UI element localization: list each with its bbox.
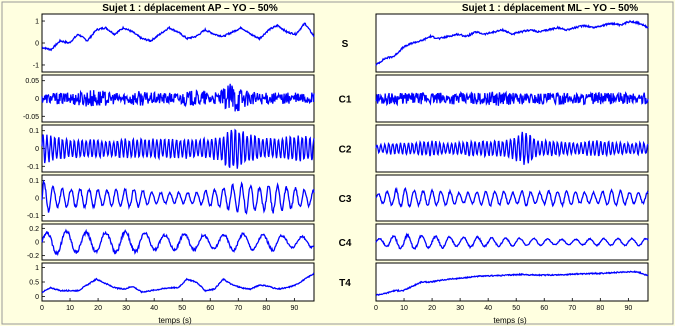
y-tick-label: 0 (35, 41, 39, 48)
title-right: Sujet 1 : déplacement ML – YO – 50% (462, 3, 638, 14)
series-line-AP (41, 128, 315, 169)
subplot-grid: S10-1C10.050-0.05C20.10-0.1C30.10-0.1C40… (23, 13, 649, 312)
series-line-ML (375, 186, 649, 209)
x-tick-label: 90 (624, 305, 632, 312)
x-tick-label: 50 (178, 305, 186, 312)
y-tick-label: -0.05 (23, 114, 39, 121)
subplot-C4-ap: 0.2 0 -0.2 (27, 223, 315, 261)
y-tick-label: 0.5 (29, 280, 39, 287)
y-tick-label: 0.05 (25, 78, 39, 85)
subplot-S-ml (375, 13, 649, 73)
y-tick-label: -1 (33, 62, 39, 69)
series-line-AP (41, 22, 315, 52)
x-tick-label: 70 (234, 305, 242, 312)
plot-area (375, 13, 649, 73)
series-line-ML (375, 232, 649, 250)
series-line-AP (41, 228, 315, 257)
x-tick-label: 90 (290, 305, 298, 312)
series-line-ML (375, 90, 649, 107)
y-tick-label: 0 (35, 240, 39, 247)
series-line-AP (41, 83, 315, 112)
subplot-T4-ap: 1 0.5 00 10 20 30 40 50 60 70 80 90 (29, 262, 315, 312)
y-tick-label: 0.1 (29, 128, 39, 135)
row-label-T4: T4 (339, 278, 351, 289)
series-line-AP (41, 179, 315, 215)
y-tick-label: 0 (35, 196, 39, 203)
y-tick-label: -0.2 (27, 253, 39, 260)
y-tick-label: 1 (35, 265, 39, 272)
xlabel-right: temps (s) (493, 316, 527, 325)
subplot-C2-ap: 0.1 0 -0.1 (27, 124, 315, 173)
plot-area (41, 262, 315, 302)
subplot-T4-ml: 0 10 20 30 40 50 60 70 80 90 (374, 262, 649, 312)
xlabel-left: temps (s) (158, 316, 192, 325)
row-label-C3: C3 (339, 194, 352, 205)
series-line-ML (375, 270, 649, 296)
x-tick-label: 50 (512, 305, 520, 312)
subplot-C1-ml (375, 74, 649, 123)
x-tick-label: 10 (400, 305, 408, 312)
title-left: Sujet 1 : déplacement AP – YO – 50% (102, 3, 278, 14)
row-label-C4: C4 (339, 238, 352, 249)
series-line-ML (375, 19, 649, 66)
x-tick-label: 40 (484, 305, 492, 312)
x-tick-label: 80 (262, 305, 270, 312)
plot-area (41, 223, 315, 261)
y-tick-label: 0.2 (29, 226, 39, 233)
y-tick-label: 0 (35, 146, 39, 153)
series-line-AP (41, 272, 315, 294)
x-tick-label: 20 (428, 305, 436, 312)
x-tick-label: 60 (206, 305, 214, 312)
subplot-C3-ap: 0.1 0 -0.1 (27, 174, 315, 222)
x-tick-label: 10 (66, 305, 74, 312)
subplot-C2-ml (375, 124, 649, 173)
plot-area (41, 13, 315, 73)
x-tick-label: 20 (94, 305, 102, 312)
series-line-ML (375, 131, 649, 165)
x-tick-label: 0 (374, 305, 378, 312)
x-tick-label: 30 (122, 305, 130, 312)
subplot-S-ap: 1 0 -1 (33, 13, 315, 73)
x-tick-label: 60 (540, 305, 548, 312)
x-tick-label: 30 (456, 305, 464, 312)
x-tick-label: 40 (150, 305, 158, 312)
y-tick-label: 0.1 (29, 178, 39, 185)
subplot-C4-ml (375, 223, 649, 261)
y-tick-label: 0 (35, 294, 39, 301)
row-label-C1: C1 (339, 95, 352, 106)
y-tick-label: -0.1 (27, 213, 39, 220)
subplot-C3-ml (375, 174, 649, 222)
plot-area (375, 262, 649, 302)
row-label-C2: C2 (339, 145, 352, 156)
x-tick-label: 80 (596, 305, 604, 312)
x-tick-label: 0 (40, 305, 44, 312)
subplot-C1-ap: 0.05 0 -0.05 (23, 74, 315, 123)
y-tick-label: 0 (35, 96, 39, 103)
y-tick-label: 1 (35, 19, 39, 26)
plot-area (375, 223, 649, 261)
x-tick-label: 70 (568, 305, 576, 312)
y-tick-label: -0.1 (27, 164, 39, 171)
row-label-S: S (342, 39, 349, 50)
